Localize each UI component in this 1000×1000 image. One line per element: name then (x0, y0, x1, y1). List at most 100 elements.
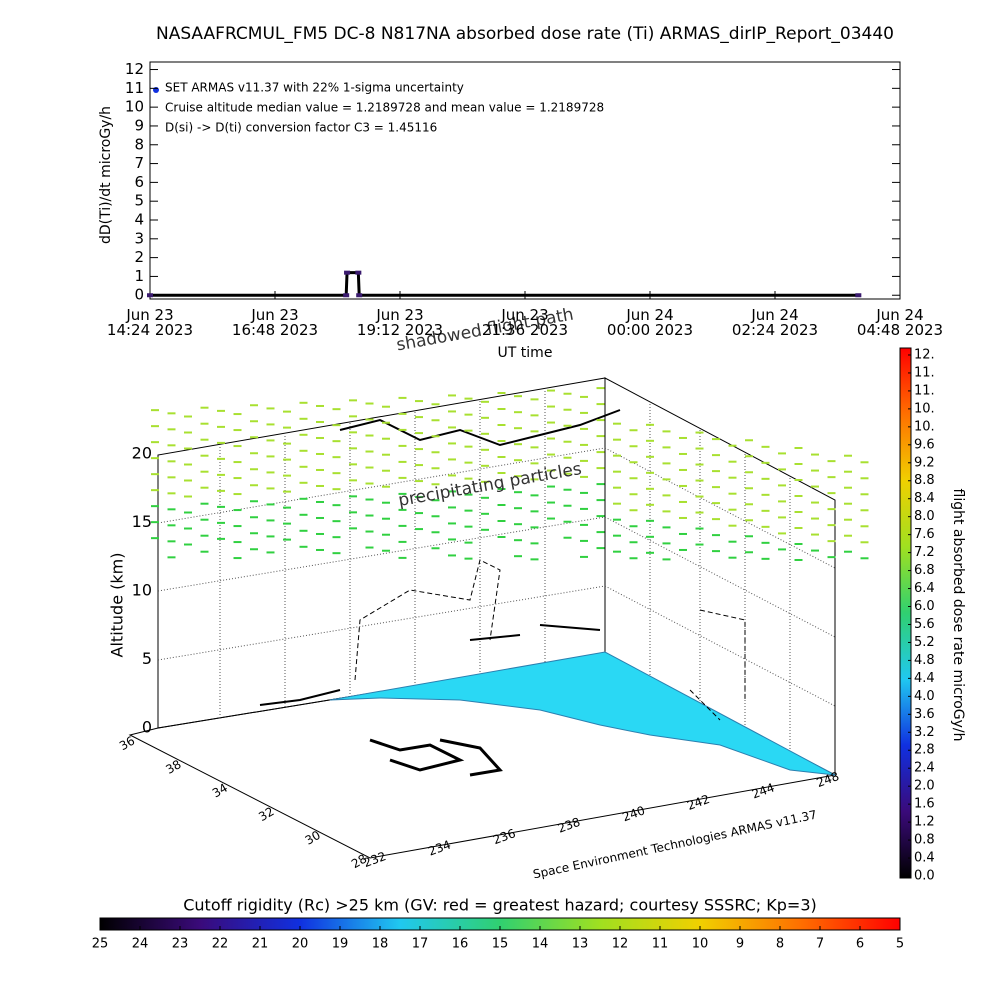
lon-tick-label: 242 (685, 792, 711, 813)
colorbar-tick-label: 2.0 (914, 779, 935, 794)
colorbar-tick-label: 11. (914, 365, 935, 380)
point (344, 270, 351, 275)
colorbar-right (899, 347, 912, 879)
colorbar-tick-label: 4.0 (914, 689, 935, 704)
lon-tick-label: 238 (556, 815, 582, 836)
colorbar-tick-label: 3.2 (914, 725, 935, 740)
colorbar-tick-label: 0.8 (914, 833, 935, 848)
colorbar-tick-label: 0.0 (914, 869, 935, 884)
y-tick-label: 4 (134, 211, 144, 229)
lat-tick-label: 28 (349, 852, 369, 872)
colorbar-tick-label: 8.4 (914, 491, 935, 506)
colorbar-tick-label: 23 (172, 937, 189, 952)
colorbar-tick-label: 11 (652, 937, 669, 952)
y-tick-label: 11 (125, 79, 144, 97)
y-tick-label: 1 (134, 267, 144, 285)
colorbar-tick-label: 9.6 (914, 437, 935, 452)
y-tick-label: 12 (125, 60, 144, 78)
colorbar-tick-label: 11. (914, 383, 935, 398)
colorbar-tick-label: 9 (736, 937, 744, 952)
colorbar-tick-label: 10. (914, 419, 935, 434)
point (356, 293, 363, 298)
particles (151, 387, 869, 561)
lat-tick-label: 36 (117, 734, 137, 754)
colorbar-tick-label: 8 (776, 937, 784, 952)
colorbar-tick-label: 6.4 (914, 581, 935, 596)
colorbar-tick-label: 4.8 (914, 653, 935, 668)
colorbar-tick-label: 10. (914, 401, 935, 416)
x-tick-label: Jun 23 14:24 2023 (106, 306, 194, 339)
point (855, 293, 862, 298)
colorbar-title: Cutoff rigidity (Rc) >25 km (GV: red = g… (183, 896, 817, 915)
colorbar-tick-label: 16 (452, 937, 469, 952)
annotation: SET ARMAS v11.37 with 22% 1-sigma uncert… (165, 81, 464, 95)
colorbar-tick-label: 24 (132, 937, 149, 952)
y-label: dD(Ti)/dt microGy/h (98, 106, 114, 244)
colorbar-tick-label: 20 (292, 937, 309, 952)
colorbar-tick-label: 12 (612, 937, 629, 952)
x-tick-label: Jun 24 00:00 2023 (606, 306, 694, 339)
lat-tick-label: 32 (256, 804, 276, 824)
title: NASAAFRCMUL_FM5 DC-8 N817NA absorbed dos… (156, 24, 894, 44)
line (150, 271, 859, 297)
flight-path (354, 559, 746, 721)
z-tick-label: 5 (142, 649, 152, 668)
colorbar-tick-label: 13 (572, 937, 589, 952)
colorbar-tick-label: 3.6 (914, 707, 935, 722)
y-tick-label: 2 (134, 248, 144, 266)
z-tick-label: 0 (142, 718, 152, 737)
colorbar-tick-label: 1.2 (914, 815, 935, 830)
y-tick-label: 6 (134, 173, 144, 191)
plot-frame (149, 61, 901, 300)
colorbar-tick-label: 9.2 (914, 455, 935, 470)
lon-tick-label: 232 (362, 849, 388, 870)
colorbar-title: flight absorbed dose rate microGy/h (950, 489, 966, 742)
lon-tick-label: 234 (426, 838, 452, 859)
annotation: D(si) -> D(ti) conversion factor C3 = 1.… (165, 121, 437, 135)
lat-tick-label: 38 (163, 757, 183, 777)
colorbar-tick-label: 19 (332, 937, 349, 952)
z-tick-label: 15 (132, 512, 152, 531)
land-mask (329, 651, 836, 776)
colorbar-tick-label: 6 (856, 937, 864, 952)
colorbar-tick-label: 2.8 (914, 743, 935, 758)
colorbar-tick-label: 6.8 (914, 563, 935, 578)
colorbar-tick-label: 5.2 (914, 635, 935, 650)
colorbar-tick-label: 5.6 (914, 617, 935, 632)
point (343, 293, 350, 298)
y-tick-label: 0 (134, 286, 144, 304)
colorbar-tick-label: 14 (532, 937, 549, 952)
colorbar-tick-label: 21 (252, 937, 269, 952)
x-tick-label: Jun 23 16:48 2023 (231, 306, 319, 339)
z-tick-label: 20 (132, 444, 152, 463)
y-tick-label: 7 (134, 154, 144, 172)
colorbar-tick-label: 15 (492, 937, 509, 952)
colorbar-tick-label: 7.2 (914, 545, 935, 560)
x-tick-label: Jun 23 19:12 2023 (356, 306, 444, 339)
x-tick-label: Jun 24 02:24 2023 (731, 306, 819, 339)
lat-tick-label: 34 (210, 781, 230, 801)
x-tick-label: Jun 23 21:36 2023 (481, 306, 569, 339)
point (147, 293, 153, 298)
grid (157, 390, 836, 752)
lon-tick-label: 240 (621, 803, 647, 824)
colorbar-tick-label: 8.8 (914, 473, 935, 488)
colorbar-tick-label: 6.0 (914, 599, 935, 614)
colorbar-tick-label: 8.0 (914, 509, 935, 524)
z-label: Altitude (km) (108, 553, 127, 658)
panel-3d (128, 377, 837, 859)
colorbar-tick-label: 7 (816, 937, 824, 952)
colorbar-tick-label: 1.6 (914, 797, 935, 812)
colorbar-tick-label: 17 (412, 937, 429, 952)
colorbar-tick-label: 7.6 (914, 527, 935, 542)
y-tick-label: 3 (134, 229, 144, 247)
colorbar-tick-label: 22 (212, 937, 229, 952)
z-tick-label: 10 (132, 581, 152, 600)
colorbar-tick-label: 18 (372, 937, 389, 952)
x-label: UT time (498, 345, 553, 361)
colorbar-tick-label: 4.4 (914, 671, 935, 686)
x-tick-label: Jun 24 04:48 2023 (856, 306, 944, 339)
colorbar-tick-label: 12. (914, 347, 935, 362)
